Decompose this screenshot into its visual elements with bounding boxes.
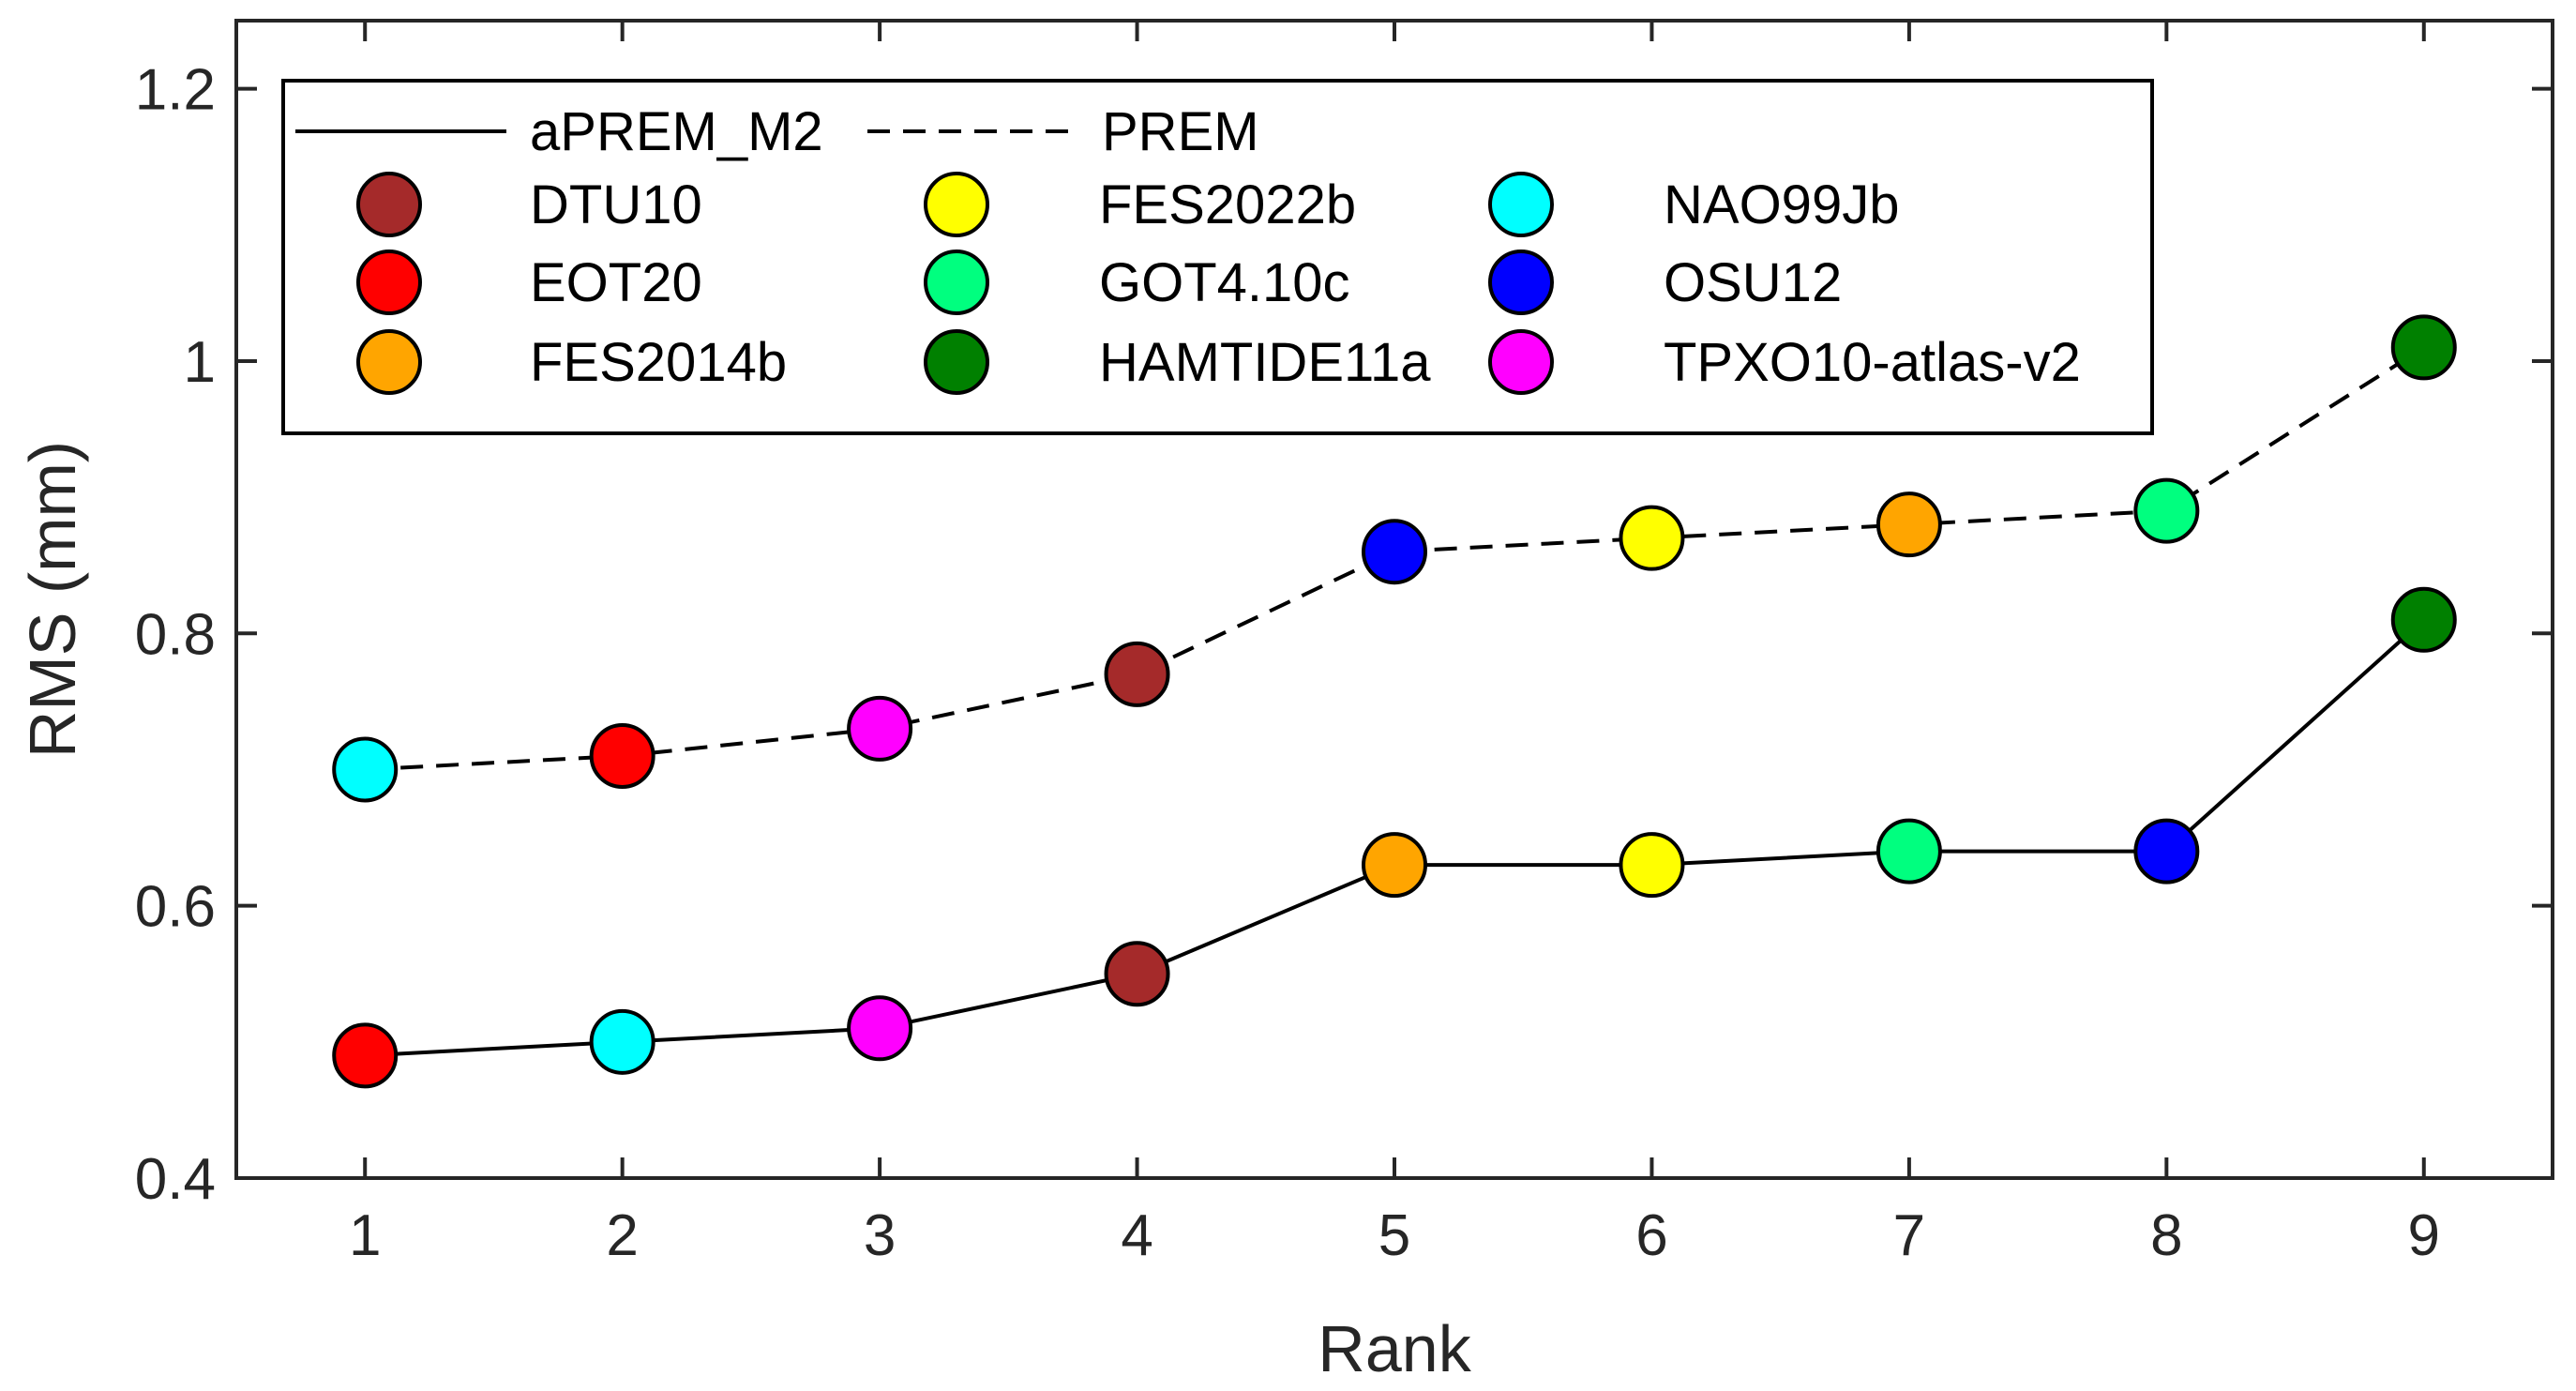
data-point-tpxo10-atlas-v2 [847,995,913,1062]
data-point-tpxo10-atlas-v2 [847,695,913,762]
data-point-fes2022b [1619,505,1685,571]
legend-marker [1488,329,1554,395]
legend-marker [356,329,422,395]
data-point-eot20 [589,722,655,789]
legend-model-label: FES2022b [1099,174,1356,235]
legend-marker [924,249,989,315]
legend-series-label: aPREM_M2 [530,101,823,162]
legend-model-label: FES2014b [530,332,787,393]
y-tick-label: 1 [184,330,216,395]
legend-marker [356,172,422,237]
legend-marker [1488,172,1554,237]
x-axis-title: Rank [1318,1312,1471,1385]
axis-ticks: 1 2 3 4 5 6 7 8 9 0.4 0.6 0.8 1 1.2 [135,21,2553,1268]
y-tick-label: 1.2 [135,58,216,123]
x-tick-label: 4 [1121,1203,1152,1268]
legend-marker [356,249,422,315]
data-point-got4-10c [2133,477,2200,544]
x-tick-label: 3 [864,1203,896,1268]
data-point-dtu10 [1104,941,1170,1007]
legend-model-label: GOT4.10c [1099,252,1350,313]
legend-model-label: NAO99Jb [1664,174,1899,235]
data-point-eot20 [332,1022,399,1089]
data-point-osu12 [1362,519,1427,585]
x-tick-label: 6 [1635,1203,1667,1268]
legend: aPREM_M2 PREM DTU10 EOT20 FES2014b FES2022b GO… [281,79,2154,435]
data-point-nao99jb [589,1008,655,1075]
legend-box [281,79,2154,435]
data-point-hamtide11a [2390,314,2457,381]
legend-model-label: HAMTIDE11a [1099,332,1431,393]
legend-model-label: TPXO10-atlas-v2 [1664,332,2081,393]
data-point-osu12 [2133,818,2200,884]
x-tick-label: 2 [606,1203,638,1268]
legend-series-label: PREM [1102,101,1259,162]
data-point-hamtide11a [2390,586,2457,653]
y-axis-title: RMS (mm) [16,441,89,758]
data-point-dtu10 [1104,641,1170,707]
data-point-fes2014b [1876,491,1942,558]
legend-model-label: EOT20 [530,252,702,313]
y-tick-label: 0.8 [135,602,216,667]
data-point-got4-10c [1876,818,1942,884]
x-tick-label: 7 [1893,1203,1925,1268]
y-tick-label: 0.4 [135,1147,216,1212]
data-point-fes2014b [1362,832,1427,899]
legend-model-label: DTU10 [530,174,702,235]
y-tick-label: 0.6 [135,875,216,940]
data-point-fes2022b [1619,832,1685,899]
legend-marker [924,172,989,237]
legend-marker [1488,249,1554,315]
plot-area [332,314,2457,1089]
series-line-prem [365,345,2425,772]
x-tick-label: 1 [349,1203,381,1268]
legend-marker [924,329,989,395]
legend-model-label: OSU12 [1664,252,1842,313]
x-tick-label: 9 [2408,1203,2440,1268]
x-tick-label: 5 [1378,1203,1410,1268]
data-point-nao99jb [332,736,399,803]
x-tick-label: 8 [2150,1203,2182,1268]
